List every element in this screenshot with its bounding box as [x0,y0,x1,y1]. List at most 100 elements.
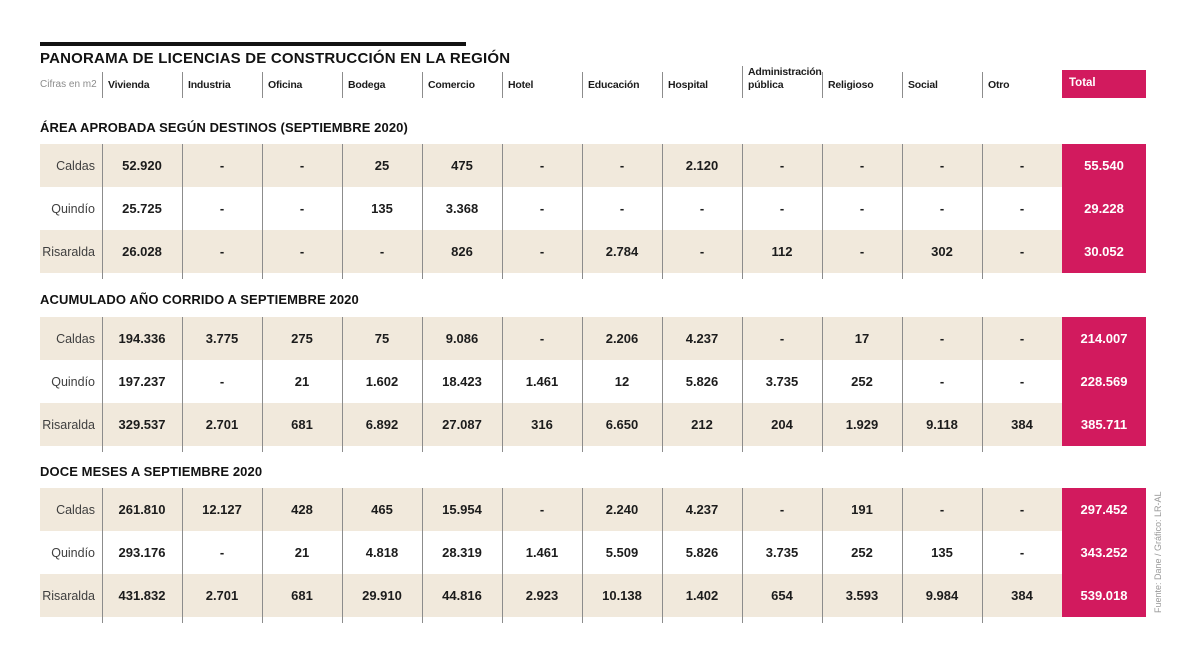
table-cell: 2.923 [502,574,582,617]
total-cell: 214.007 [1062,317,1146,360]
table-cell: 18.423 [442,374,482,389]
table-cell: - [699,201,705,216]
column-header-administracion-publica: Administración pública [742,66,822,99]
column-header-comercio: Comercio [422,72,502,99]
table-cell: - [822,230,902,273]
table-cell: 1.461 [525,545,559,560]
row-label: Risaralda [40,230,102,273]
table-cell: - [902,144,982,187]
table-cell: 9.984 [902,574,982,617]
table-cell: - [182,230,262,273]
table-cell: - [982,144,1062,187]
table-cell: 52.920 [102,144,182,187]
total-cell: 343.252 [1062,531,1146,574]
table-row-quindio: Quindío 293.176 - 21 4.818 28.319 1.461 … [40,531,1146,574]
column-header-hospital: Hospital [662,72,742,99]
table-cell: - [299,201,305,216]
table-cell: 9.118 [902,403,982,446]
table-cell: 3.735 [765,545,799,560]
section-title-area-aprobada: ÁREA APROBADA SEGÚN DESTINOS (SEPTIEMBRE… [40,120,408,135]
table-cell: 2.701 [182,574,262,617]
column-header-religioso: Religioso [822,72,902,99]
table-cell: 10.138 [582,574,662,617]
table-cell: 212 [662,403,742,446]
table-cell: 44.816 [422,574,502,617]
source-credit: Fuente: Dane / Gráfico: LR-AL [1153,491,1163,613]
total-cell: 30.052 [1062,230,1146,273]
table-cell: 3.593 [822,574,902,617]
table-cell: - [859,201,865,216]
row-label: Risaralda [40,403,102,446]
column-header-oficina: Oficina [262,72,342,99]
section-rows-area-aprobada: Caldas 52.920 - - 25 475 - - 2.120 - - -… [40,144,1146,279]
table-cell: 1.602 [365,374,399,389]
table-cell: 27.087 [422,403,502,446]
table-cell: - [539,201,545,216]
table-cell: 3.735 [765,374,799,389]
table-cell: - [742,317,822,360]
table-cell: - [779,201,785,216]
table-row-risaralda: Risaralda 26.028 - - - 826 - 2.784 - 112… [40,230,1146,273]
column-header-otro: Otro [982,72,1062,99]
table-cell: 1.402 [662,574,742,617]
title-divider-bar [40,42,466,46]
table-cell: 252 [851,374,873,389]
table-cell: - [1019,201,1025,216]
table-cell: 29.910 [342,574,422,617]
table-cell: - [502,317,582,360]
row-label: Risaralda [40,574,102,617]
table-cell: - [982,317,1062,360]
table-cell: - [219,374,225,389]
table-cell: 5.826 [685,374,719,389]
table-cell: 194.336 [102,317,182,360]
page-title: PANORAMA DE LICENCIAS DE CONSTRUCCIÓN EN… [40,50,511,67]
table-cell: - [1019,374,1025,389]
table-cell: 252 [851,545,873,560]
row-label: Quindío [51,374,95,389]
table-cell: 26.028 [102,230,182,273]
table-row-caldas: Caldas 261.810 12.127 428 465 15.954 - 2… [40,488,1146,531]
table-cell: 204 [742,403,822,446]
table-cell: 75 [342,317,422,360]
table-cell: - [939,201,945,216]
table-cell: 4.818 [365,545,399,560]
table-cell: 384 [982,574,1062,617]
table-cell: - [742,144,822,187]
table-row-risaralda: Risaralda 431.832 2.701 681 29.910 44.81… [40,574,1146,617]
total-cell: 297.452 [1062,488,1146,531]
table-cell: - [902,317,982,360]
table-cell: 135 [371,201,393,216]
table-cell: 21 [294,374,310,389]
table-cell: 5.509 [605,545,639,560]
table-cell: 17 [822,317,902,360]
table-cell: 2.120 [662,144,742,187]
column-header-industria: Industria [182,72,262,99]
table-cell: 191 [822,488,902,531]
table-cell: 25 [342,144,422,187]
table-cell: 197.237 [118,374,166,389]
table-cell: - [342,230,422,273]
table-cell: 4.237 [662,488,742,531]
table-cell: 1.461 [525,374,559,389]
table-cell: 112 [742,230,822,273]
table-row-caldas: Caldas 52.920 - - 25 475 - - 2.120 - - -… [40,144,1146,187]
table-cell: 431.832 [102,574,182,617]
table-cell: 261.810 [102,488,182,531]
total-header-badge: Total [1062,70,1146,99]
table-cell: - [822,144,902,187]
table-cell: 465 [342,488,422,531]
row-label: Caldas [40,488,102,531]
table-cell: 135 [931,545,953,560]
table-cell: - [262,144,342,187]
total-cell: 539.018 [1062,574,1146,617]
table-cell: 302 [902,230,982,273]
unit-label: Cifras en m2 [40,79,97,91]
table-cell: 3.775 [182,317,262,360]
table-row-quindio: Quindío 25.725 - - 135 3.368 - - - - - -… [40,187,1146,230]
table-cell: 826 [422,230,502,273]
table-row-risaralda: Risaralda 329.537 2.701 681 6.892 27.087… [40,403,1146,446]
table-cell: 1.929 [822,403,902,446]
table-cell: - [582,144,662,187]
table-cell: 15.954 [422,488,502,531]
